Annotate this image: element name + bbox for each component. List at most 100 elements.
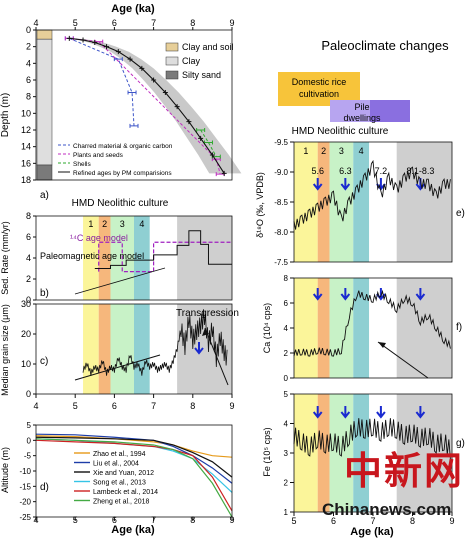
panel-d-xlabel: Age (ka): [111, 524, 155, 536]
r-ytick-label: 6: [284, 299, 289, 308]
a-point: [221, 170, 227, 176]
panel-a-frame: [35, 29, 233, 181]
transgression-arrowhead: [202, 328, 209, 336]
transgression-arrow: [204, 327, 229, 386]
r-ytick-label: 3: [284, 449, 289, 458]
d-xtick-label: 5: [73, 515, 78, 525]
lithology-silty-sand: [36, 164, 53, 181]
d-legend-label: Zheng et al., 2018: [93, 499, 150, 506]
culture-stage-label: 1: [88, 219, 93, 229]
r-ytick-label: 0: [284, 374, 289, 383]
r-ytick-label: 2: [284, 349, 289, 358]
right-culture-band: [329, 142, 354, 512]
c-ytick-label: 20: [21, 329, 31, 339]
a-xtick-label: 7: [151, 18, 156, 28]
right-stage-label: 2: [321, 146, 326, 156]
a-ytick-label: 12: [21, 125, 31, 135]
event-arrow-icon: [312, 178, 323, 191]
a-ytick-label: 18: [21, 175, 31, 185]
culture-stage-label: 3: [120, 219, 125, 229]
panel-f-ylabel: Ca (10⁴ cps): [262, 303, 272, 353]
c14-age-model-label: ¹⁴C age model: [70, 233, 128, 243]
a-ytick-label: 6: [26, 75, 31, 85]
a-point: [151, 77, 157, 83]
c-xtick-label: 5: [73, 401, 78, 411]
d-series-line: [35, 436, 233, 478]
event-age-label: 7.2: [375, 166, 388, 176]
right-stage-label: 1: [303, 146, 308, 156]
event-arrow-icon: [340, 178, 351, 191]
d-ytick-label: -10: [19, 467, 31, 476]
d-xtick-label: 9: [229, 515, 234, 525]
r-ytick-label: 8: [284, 274, 289, 283]
event-arrow-icon: [340, 288, 351, 301]
panel-g-xlabel: Age (ka): [350, 526, 394, 538]
d-xtick-label: 7: [151, 515, 156, 525]
panel-b-trend-line: [74, 267, 166, 295]
culture-band: [98, 304, 111, 394]
g-xtick-label: 8: [410, 516, 415, 526]
panel-a-label: a): [40, 190, 49, 201]
culture-stage-label: 4: [139, 219, 144, 229]
legend-swatch: [165, 42, 179, 52]
a-ytick-label: 4: [26, 58, 31, 68]
r-ytick-label: 4: [284, 420, 289, 429]
culture-band: [177, 216, 232, 300]
d-legend-label: Liu et al., 2004: [93, 461, 139, 468]
r-ytick-label: 4: [284, 324, 289, 333]
event-age-label: 6.3: [339, 166, 352, 176]
domestic-rice-line2: cultivation: [299, 89, 339, 99]
d-series-line: [35, 433, 233, 484]
b-ytick-label: 8: [26, 211, 31, 221]
c-ytick-label: 30: [21, 299, 31, 309]
event-age-label: 5.6: [311, 166, 324, 176]
r-series-line: [293, 289, 451, 357]
a-ytick-label: 0: [26, 25, 31, 35]
right-culture-band: [317, 142, 330, 512]
a-ytick-label: 8: [26, 92, 31, 102]
a-point: [186, 119, 192, 125]
d-series-line: [35, 438, 233, 518]
panel-a-ylabel: Depth (m): [0, 93, 11, 137]
c-xtick-label: 7: [151, 401, 156, 411]
right-stage-label: 3: [339, 146, 344, 156]
panel-b-title: HMD Neolithic culture: [72, 198, 169, 209]
event-arrow-icon: [415, 288, 426, 301]
a-series-line: [69, 37, 221, 175]
b-ytick-label: 4: [26, 253, 31, 263]
c-xtick-label: 6: [112, 401, 117, 411]
a-point: [127, 56, 133, 62]
d-xtick-label: 4: [33, 515, 38, 525]
panel-d-label: d): [40, 482, 49, 493]
c-ytick-label: 0: [26, 389, 31, 399]
g-xtick-label: 7: [370, 516, 375, 526]
a-ytick-label: 10: [21, 108, 31, 118]
event-arrow-icon: [376, 406, 386, 419]
panel-f-label: f): [456, 322, 462, 333]
a-xtick-label: 9: [229, 18, 234, 28]
a-ytick-label: 16: [21, 158, 31, 168]
culture-band: [83, 216, 99, 300]
culture-band: [134, 304, 150, 394]
culture-band: [134, 216, 150, 300]
r-ytick-label: 2: [284, 479, 289, 488]
d-ytick-label: 5: [27, 421, 32, 430]
d-ytick-label: -25: [19, 513, 31, 522]
paleomagnetic-label: Paleomagnetic age model: [40, 251, 144, 261]
pile-dwellings-line2: dwellings: [343, 113, 381, 123]
event-arrow-icon: [312, 406, 323, 419]
panel-e-label: e): [456, 208, 465, 219]
c-xtick-label: 4: [33, 401, 38, 411]
panel-b-label: b): [40, 288, 49, 299]
a-xtick-label: 4: [33, 18, 38, 28]
paleoclimate-title: Paleoclimate changes: [321, 38, 449, 53]
right-column: Paleoclimate changes Domestic rice culti…: [255, 38, 465, 538]
series-legend: Charred material & organic carbon Plants …: [58, 143, 173, 177]
panel-gap: [290, 378, 455, 394]
a-point: [139, 65, 145, 71]
e-ytick-label: -9.0: [274, 168, 288, 177]
series-legend-label: Charred material & organic carbon: [73, 143, 173, 150]
a-ytick-label: 14: [21, 142, 31, 152]
panel-a-top-axis: Age (ka) 4 5 6 7 8 9: [33, 3, 235, 30]
